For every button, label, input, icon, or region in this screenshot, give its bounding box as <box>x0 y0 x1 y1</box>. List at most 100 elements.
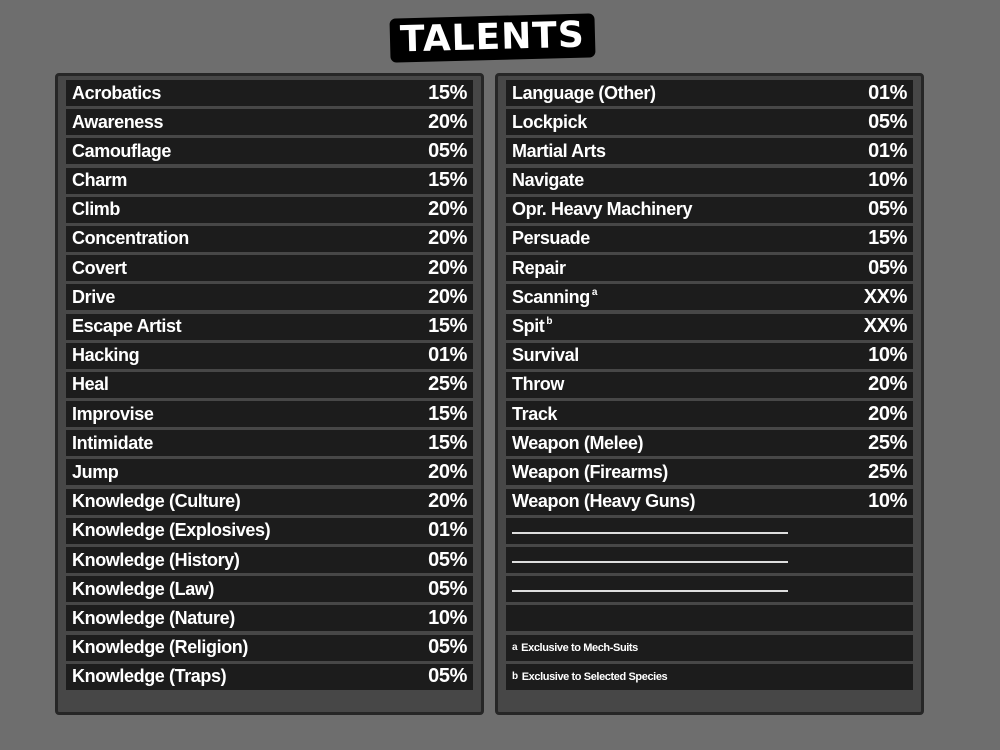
talent-value: 10% <box>868 490 907 513</box>
talent-name: Spit b <box>512 316 553 337</box>
talent-row: Hacking 01% <box>66 342 473 369</box>
talent-name-text: Persuade <box>512 228 590 249</box>
talent-name-text: Opr. Heavy Machinery <box>512 199 693 220</box>
talents-panel-right: Language (Other) 01% Lockpick 05% Martial Ar… <box>495 73 924 715</box>
talent-row: Heal 25% <box>66 371 473 398</box>
talent-name: Weapon (Firearms) <box>512 462 668 483</box>
talent-name-text: Language (Other) <box>512 82 656 103</box>
talent-value: 10% <box>868 169 907 192</box>
talent-name-text: Martial Arts <box>512 140 606 161</box>
talent-name: Acrobatics <box>72 83 161 104</box>
talent-value: 20% <box>428 460 467 483</box>
talent-name-text: Jump <box>72 461 119 482</box>
talent-name: Concentration <box>72 228 189 249</box>
footnote-marker: a <box>591 286 598 298</box>
talent-row: Charm 15% <box>66 167 473 194</box>
talent-value: 15% <box>428 315 467 337</box>
talent-name: Language (Other) <box>512 83 656 104</box>
talent-value: 05% <box>428 665 467 688</box>
talent-value: 25% <box>868 431 907 454</box>
talent-row: Jump 20% <box>66 459 473 486</box>
blank-talent-row <box>506 576 913 603</box>
blank-talent-row <box>506 517 913 544</box>
talent-name: Navigate <box>512 170 584 191</box>
talent-name: Covert <box>72 258 127 279</box>
talent-row: Covert 20% <box>66 255 473 282</box>
talent-name: Camouflage <box>72 141 171 162</box>
talent-row: Weapon (Heavy Guns) 10% <box>506 488 913 515</box>
talent-row: Repair 05% <box>506 255 913 282</box>
talents-panel-left: Acrobatics 15% Awareness 20% Camouflage 05% Ch… <box>55 73 484 715</box>
talent-name: Repair <box>512 258 566 279</box>
talent-row: Climb 20% <box>66 196 473 223</box>
talent-name: Knowledge (Religion) <box>72 637 248 658</box>
talent-value: 25% <box>428 373 467 396</box>
talent-row: Concentration 20% <box>66 225 473 252</box>
talent-row: Knowledge (Law) 05% <box>66 576 473 603</box>
footnote-marker: b <box>546 316 553 327</box>
talent-name-text: Repair <box>512 257 566 278</box>
talent-name-text: Camouflage <box>72 140 172 161</box>
talent-row: Awareness 20% <box>66 109 473 136</box>
talent-name: Knowledge (Culture) <box>72 491 241 512</box>
talent-value: 01% <box>428 344 467 367</box>
talent-name-text: Heal <box>72 374 109 395</box>
talent-name-text: Weapon (Melee) <box>512 432 644 453</box>
talent-value: 20% <box>428 256 467 279</box>
talent-row: Intimidate 15% <box>66 430 473 457</box>
talent-name: Weapon (Melee) <box>512 433 643 454</box>
talent-value: 15% <box>428 402 467 425</box>
left-talent-list: Acrobatics 15% Awareness 20% Camouflage 05% Ch… <box>66 80 473 693</box>
talent-name: Track <box>512 404 557 425</box>
talent-row: Persuade 15% <box>506 225 913 252</box>
talent-value: 15% <box>868 227 907 250</box>
talent-row: Knowledge (History) 05% <box>66 547 473 573</box>
footnote-text: Exclusive to Mech-Suits <box>521 641 638 654</box>
talent-value: 20% <box>428 285 467 308</box>
talent-value: 05% <box>868 198 907 221</box>
talent-row: Navigate 10% <box>506 167 913 194</box>
talent-row: Weapon (Firearms) 25% <box>506 459 913 486</box>
talent-name: Escape Artist <box>72 316 182 337</box>
talent-name: Throw <box>512 374 564 395</box>
talent-name-text: Knowledge (Nature) <box>72 607 235 628</box>
talent-name-text: Charm <box>72 170 128 191</box>
talent-name: Weapon (Heavy Guns) <box>512 491 696 512</box>
talent-value: 20% <box>428 198 467 221</box>
talent-value: 15% <box>428 169 467 192</box>
talent-value: 20% <box>428 490 467 513</box>
talent-row: Lockpick 05% <box>506 109 913 136</box>
talent-name-text: Spit <box>512 316 545 336</box>
talent-row: Improvise 15% <box>66 401 473 428</box>
talent-row: Knowledge (Traps) 05% <box>66 663 473 690</box>
talent-name-text: Weapon (Firearms) <box>512 461 668 482</box>
talent-name-text: Intimidate <box>72 432 154 453</box>
talent-name-text: Lockpick <box>512 111 587 132</box>
talent-name-text: Knowledge (History) <box>72 549 240 570</box>
talent-name-text: Covert <box>72 257 127 278</box>
talent-name-text: Climb <box>72 199 121 220</box>
talent-value: 05% <box>868 256 907 279</box>
talent-row: Survival 10% <box>506 342 913 369</box>
talent-value: 05% <box>428 548 467 571</box>
talent-name: Scanning a <box>512 287 597 308</box>
footnote-mark: b <box>512 671 518 683</box>
talent-value: XX% <box>863 315 908 337</box>
talent-name: Drive <box>72 287 115 308</box>
talent-row: Throw 20% <box>506 371 913 398</box>
talent-name-text: Throw <box>512 374 564 395</box>
talent-name-text: Knowledge (Law) <box>72 578 214 599</box>
talent-name-text: Hacking <box>72 345 140 366</box>
talent-value: 20% <box>428 110 467 133</box>
talent-value: 20% <box>428 227 467 250</box>
talent-row: Martial Arts 01% <box>506 138 913 165</box>
title-logo: TALENTS <box>389 13 595 63</box>
talent-name-text: Scanning <box>512 286 590 307</box>
talent-name: Opr. Heavy Machinery <box>512 199 692 220</box>
talent-name: Knowledge (Explosives) <box>72 520 271 541</box>
talent-value: 15% <box>428 81 467 104</box>
talent-name-text: Concentration <box>72 228 189 249</box>
talent-name-text: Knowledge (Culture) <box>72 491 241 512</box>
talent-name: Persuade <box>512 228 590 249</box>
talent-value: 05% <box>428 139 467 162</box>
